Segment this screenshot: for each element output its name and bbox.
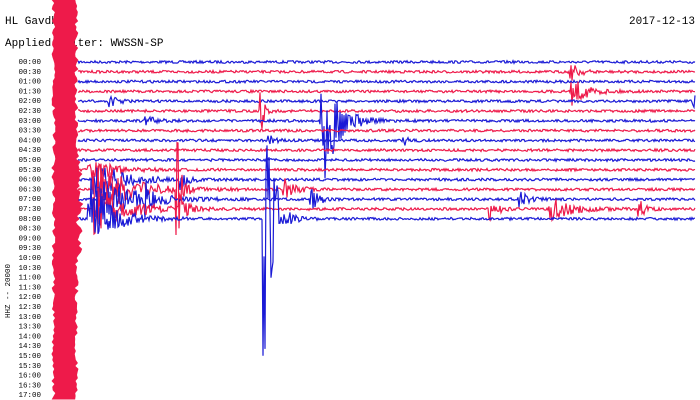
time-label: 00:30	[18, 69, 41, 77]
time-label: 03:30	[18, 128, 41, 136]
seismic-trace	[77, 145, 695, 356]
seismic-trace	[77, 81, 696, 106]
time-label: 10:00	[18, 255, 41, 263]
time-label: 12:30	[18, 304, 41, 312]
time-label: 16:30	[18, 382, 41, 390]
time-label: 12:00	[18, 294, 41, 302]
seismic-trace	[78, 92, 696, 129]
seismic-trace	[77, 147, 696, 153]
time-label: 06:00	[18, 177, 41, 185]
large-event	[51, 0, 84, 400]
time-label: 02:30	[18, 108, 41, 116]
seismic-trace	[77, 59, 696, 65]
seismic-trace	[77, 127, 696, 134]
seismic-trace	[77, 141, 696, 236]
time-label: 10:30	[18, 265, 41, 273]
time-label: 09:00	[18, 235, 41, 243]
time-label: 07:30	[18, 206, 41, 214]
time-label: 17:00	[18, 392, 41, 400]
time-label: 07:00	[18, 196, 41, 204]
time-label: 01:00	[18, 79, 41, 87]
time-label: 00:00	[18, 59, 41, 67]
time-label: 04:00	[18, 137, 41, 145]
time-label: 05:30	[18, 167, 41, 175]
time-label: 08:30	[18, 226, 41, 234]
seismic-trace	[77, 135, 696, 146]
seismic-trace	[77, 157, 696, 163]
seismic-trace	[77, 93, 696, 179]
time-label: 06:30	[18, 186, 41, 194]
time-label: 03:00	[18, 118, 41, 126]
time-label: 16:00	[18, 373, 41, 381]
seismic-trace	[77, 162, 696, 181]
time-label: 04:30	[18, 147, 41, 155]
time-label: 11:30	[18, 284, 41, 292]
channel-label: HHZ -- 20000	[5, 263, 13, 318]
seismic-trace	[77, 94, 696, 110]
time-label: 08:00	[18, 216, 41, 224]
time-label: 02:00	[18, 98, 41, 106]
seismic-trace	[77, 65, 696, 81]
time-label: 09:30	[18, 245, 41, 253]
time-label: 15:00	[18, 353, 41, 361]
time-label: 13:00	[18, 314, 41, 322]
seismic-trace	[77, 180, 696, 226]
time-label: 13:30	[18, 324, 41, 332]
filter-label: Applied filter: WWSSN-SP	[5, 38, 164, 50]
traces	[51, 0, 696, 400]
seismic-trace	[77, 167, 696, 198]
date-label: 2017-12-13	[629, 16, 695, 28]
time-label: 14:00	[18, 333, 41, 341]
seismic-trace	[77, 188, 696, 236]
time-label: 15:30	[18, 363, 41, 371]
time-label: 14:30	[18, 343, 41, 351]
station-name: HL Gavdh	[5, 16, 58, 28]
time-label: 05:00	[18, 157, 41, 165]
seismic-trace	[77, 78, 696, 85]
time-label: 11:00	[18, 275, 41, 283]
time-label: 01:30	[18, 88, 41, 96]
